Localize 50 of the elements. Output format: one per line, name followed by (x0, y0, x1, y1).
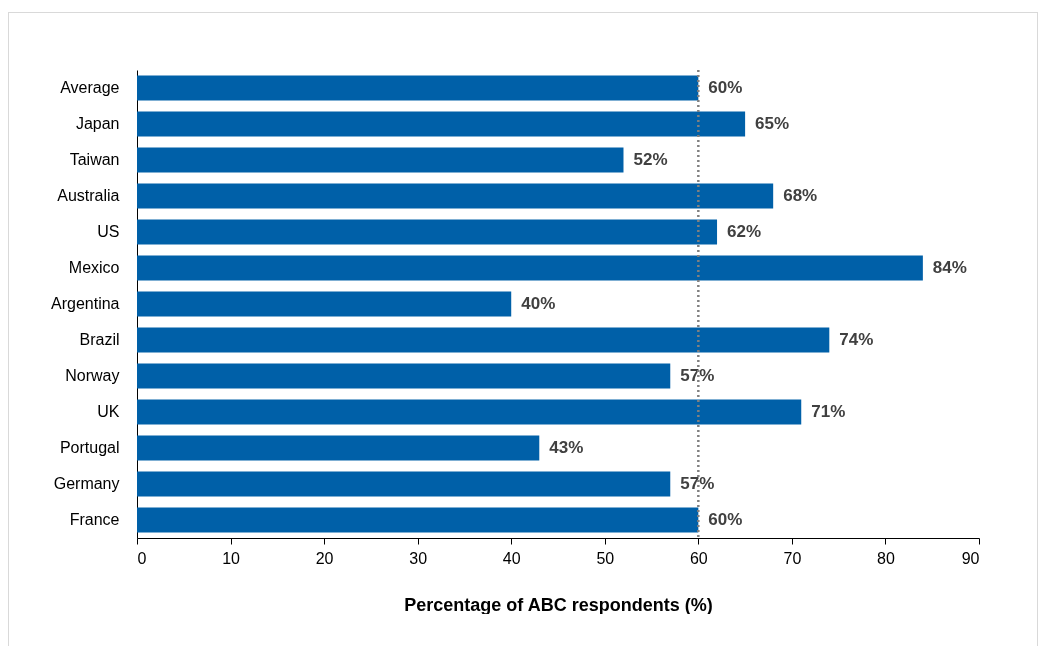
data-label: 68% (783, 186, 818, 205)
bar (137, 219, 718, 245)
bar (137, 291, 512, 317)
y-tick-label: UK (97, 403, 120, 420)
x-tick-label: 70 (783, 549, 802, 567)
x-tick-label: 30 (409, 549, 428, 567)
y-tick-label: Argentina (51, 295, 120, 312)
data-label: 65% (755, 114, 790, 133)
bar (137, 507, 699, 533)
bar (137, 183, 774, 209)
bar (137, 327, 830, 353)
bar (137, 111, 746, 137)
y-tick-label: Germany (53, 475, 120, 492)
data-label: 62% (727, 222, 762, 241)
y-tick-label: Average (60, 79, 120, 96)
data-label: 74% (839, 330, 874, 349)
x-tick-label: 60 (689, 549, 708, 567)
data-label: 60% (708, 78, 743, 97)
bar (137, 363, 671, 389)
x-tick-label: 10 (222, 549, 241, 567)
x-tick-label: 90 (961, 549, 980, 567)
data-label: 57% (680, 474, 715, 493)
y-tick-label: Brazil (79, 331, 120, 348)
y-tick-label: Australia (57, 187, 120, 204)
y-tick-label: Taiwan (69, 151, 120, 168)
y-tick-label: Mexico (68, 259, 120, 276)
y-tick-label: Portugal (59, 439, 120, 456)
y-tick-label: France (69, 511, 120, 528)
bar (137, 471, 671, 497)
data-label: 40% (521, 294, 556, 313)
y-tick-label: Japan (75, 115, 120, 132)
bar (137, 435, 540, 461)
bar (137, 75, 699, 101)
x-tick-label: 80 (877, 549, 895, 567)
bar (137, 255, 923, 281)
data-label: 84% (932, 258, 967, 277)
x-tick-label: 40 (502, 549, 521, 567)
data-label: 43% (549, 438, 584, 457)
y-tick-label: US (97, 223, 120, 240)
data-label: 57% (680, 366, 715, 385)
y-tick-label: Norway (65, 367, 120, 384)
x-tick-label: 20 (315, 549, 334, 567)
bar (137, 147, 624, 173)
x-tick-label: 0 (137, 549, 147, 567)
x-axis-title: Percentage of ABC respondents (%) (404, 594, 713, 615)
bar (137, 399, 802, 425)
x-tick-label: 50 (596, 549, 615, 567)
data-label: 60% (708, 510, 743, 529)
data-label: 52% (633, 150, 668, 169)
data-label: 71% (811, 402, 846, 421)
